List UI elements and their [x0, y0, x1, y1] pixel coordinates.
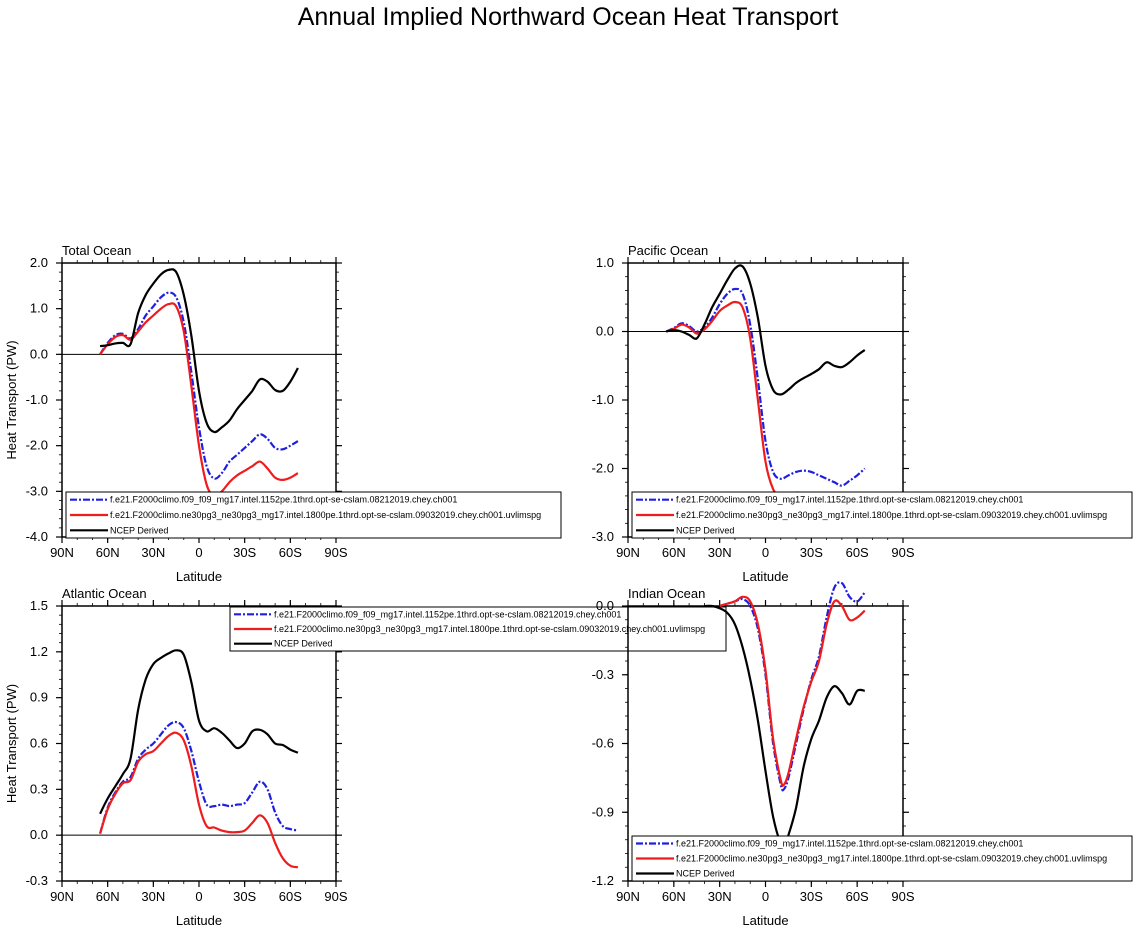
series-line-3	[704, 604, 865, 850]
legend-entry: f.e21.F2000climo.f09_f09_mg17.intel.1152…	[676, 839, 1023, 849]
x-tick-label: 30N	[141, 545, 165, 560]
x-axis-label: Latitude	[742, 913, 788, 928]
legend-entry: f.e21.F2000climo.ne30pg3_ne30pg3_mg17.in…	[676, 510, 1107, 520]
x-tick-label: 0	[195, 545, 202, 560]
legend-entry: f.e21.F2000climo.ne30pg3_ne30pg3_mg17.in…	[676, 854, 1107, 864]
legend-entry: f.e21.F2000climo.f09_f09_mg17.intel.1152…	[676, 495, 1023, 505]
x-tick-label: 60S	[846, 889, 869, 904]
y-tick-label: 1.5	[30, 598, 48, 613]
x-tick-label: 60N	[662, 889, 686, 904]
legend: f.e21.F2000climo.f09_f09_mg17.intel.1152…	[65, 491, 562, 539]
x-tick-label: 0	[195, 889, 202, 904]
x-tick-label: 30S	[233, 889, 256, 904]
panel-title: Pacific Ocean	[628, 243, 708, 258]
x-tick-label: 90S	[891, 545, 914, 560]
series-line-1	[99, 720, 299, 834]
y-tick-label: -0.3	[26, 873, 48, 888]
y-tick-label: -1.0	[26, 392, 48, 407]
y-tick-label: 1.2	[30, 644, 48, 659]
legend-entry: NCEP Derived	[676, 869, 734, 879]
legend-box	[65, 491, 562, 539]
x-tick-label: 90S	[324, 889, 347, 904]
y-tick-label: 0.0	[596, 324, 614, 339]
panel-atlantic-ocean: Atlantic Ocean 90N 60N 30N 0 30S 60S 90S 1.5 1.2 0…	[4, 586, 727, 928]
y-axis-label: Heat Transport (PW)	[4, 684, 19, 803]
panel-title: Total Ocean	[62, 243, 131, 258]
x-tick-label: 30N	[708, 545, 732, 560]
y-tick-label: 0.9	[30, 690, 48, 705]
legend-entry: NCEP Derived	[110, 525, 168, 535]
y-tick-label: 1.0	[596, 255, 614, 270]
x-tick-label: 60S	[846, 545, 869, 560]
series-line-3	[100, 268, 299, 434]
panel-pacific-ocean: Pacific Ocean 90N 60N 30N 0 30S 60S 90S 1.0 0.0 -1…	[592, 243, 1133, 584]
y-tick-label: -0.3	[592, 667, 614, 682]
x-tick-label: 90S	[324, 545, 347, 560]
series-line-2	[99, 731, 299, 869]
x-tick-label: 90S	[891, 889, 914, 904]
series-line-1	[665, 287, 866, 487]
legend-entry: f.e21.F2000climo.ne30pg3_ne30pg3_mg17.in…	[110, 510, 541, 520]
x-tick-label: 30S	[800, 889, 823, 904]
main-title: Annual Implied Northward Ocean Heat Tran…	[298, 3, 839, 31]
y-tick-label: -3.0	[26, 483, 48, 498]
panel-title: Indian Ocean	[628, 586, 705, 601]
x-tick-label: 60N	[662, 545, 686, 560]
x-tick-label: 90N	[616, 889, 640, 904]
y-tick-label: 0.0	[30, 346, 48, 361]
y-tick-label: -2.0	[26, 438, 48, 453]
x-tick-label: 30S	[800, 545, 823, 560]
x-axis-label: Latitude	[176, 913, 222, 928]
legend: f.e21.F2000climo.f09_f09_mg17.intel.1152…	[229, 606, 727, 652]
x-tick-label: 0	[762, 545, 769, 560]
series-line-3	[99, 649, 299, 815]
x-axis-label: Latitude	[176, 569, 222, 584]
y-tick-label: -2.0	[592, 461, 614, 476]
x-axis-label: Latitude	[742, 569, 788, 584]
series-line-2	[99, 302, 299, 498]
legend-box	[229, 606, 727, 652]
legend-entry: f.e21.F2000climo.f09_f09_mg17.intel.1152…	[110, 495, 457, 505]
x-tick-label: 60S	[279, 889, 302, 904]
panel-total-ocean: Total Ocean 90N 60N 30N 0 30S 60S 90S 2.0 1.0 0.0 -…	[4, 243, 562, 584]
legend-entry: NCEP Derived	[676, 525, 734, 535]
panel-indian-ocean: Indian Ocean 90N 60N 30N 0 30S 60S 90S 0.0 -0.3 -0…	[592, 581, 1133, 928]
y-tick-label: 0.6	[30, 736, 48, 751]
y-axis-label: Heat Transport (PW)	[4, 340, 19, 459]
legend-entry: f.e21.F2000climo.ne30pg3_ne30pg3_mg17.in…	[274, 624, 705, 634]
y-tick-label: 0.0	[596, 598, 614, 613]
x-tick-label: 30N	[141, 889, 165, 904]
x-tick-label: 60S	[279, 545, 302, 560]
x-tick-label: 60N	[96, 545, 120, 560]
x-tick-label: 90N	[50, 545, 74, 560]
panel-title: Atlantic Ocean	[62, 586, 147, 601]
y-tick-label: 2.0	[30, 255, 48, 270]
x-tick-label: 0	[762, 889, 769, 904]
y-tick-label: 0.3	[30, 781, 48, 796]
y-tick-label: 1.0	[30, 301, 48, 316]
x-tick-label: 30S	[233, 545, 256, 560]
series-line-2	[665, 300, 866, 504]
y-tick-label: -1.0	[592, 392, 614, 407]
x-tick-label: 30N	[708, 889, 732, 904]
y-tick-label: -0.6	[592, 736, 614, 751]
series-line-3	[665, 264, 866, 396]
series-line-2	[719, 595, 866, 787]
legend-entry: NCEP Derived	[274, 639, 332, 649]
legend-box	[631, 491, 1133, 539]
x-tick-label: 90N	[50, 889, 74, 904]
legend: f.e21.F2000climo.f09_f09_mg17.intel.1152…	[631, 491, 1133, 539]
x-tick-label: 60N	[96, 889, 120, 904]
y-tick-label: -1.2	[592, 873, 614, 888]
y-tick-label: 0.0	[30, 827, 48, 842]
series-line-1	[719, 581, 866, 792]
legend: f.e21.F2000climo.f09_f09_mg17.intel.1152…	[631, 835, 1133, 882]
legend-entry: f.e21.F2000climo.f09_f09_mg17.intel.1152…	[274, 609, 621, 619]
y-tick-label: -0.9	[592, 804, 614, 819]
legend-box	[631, 835, 1133, 882]
x-tick-label: 90N	[616, 545, 640, 560]
y-tick-label: -3.0	[592, 529, 614, 544]
y-tick-label: -4.0	[26, 529, 48, 544]
